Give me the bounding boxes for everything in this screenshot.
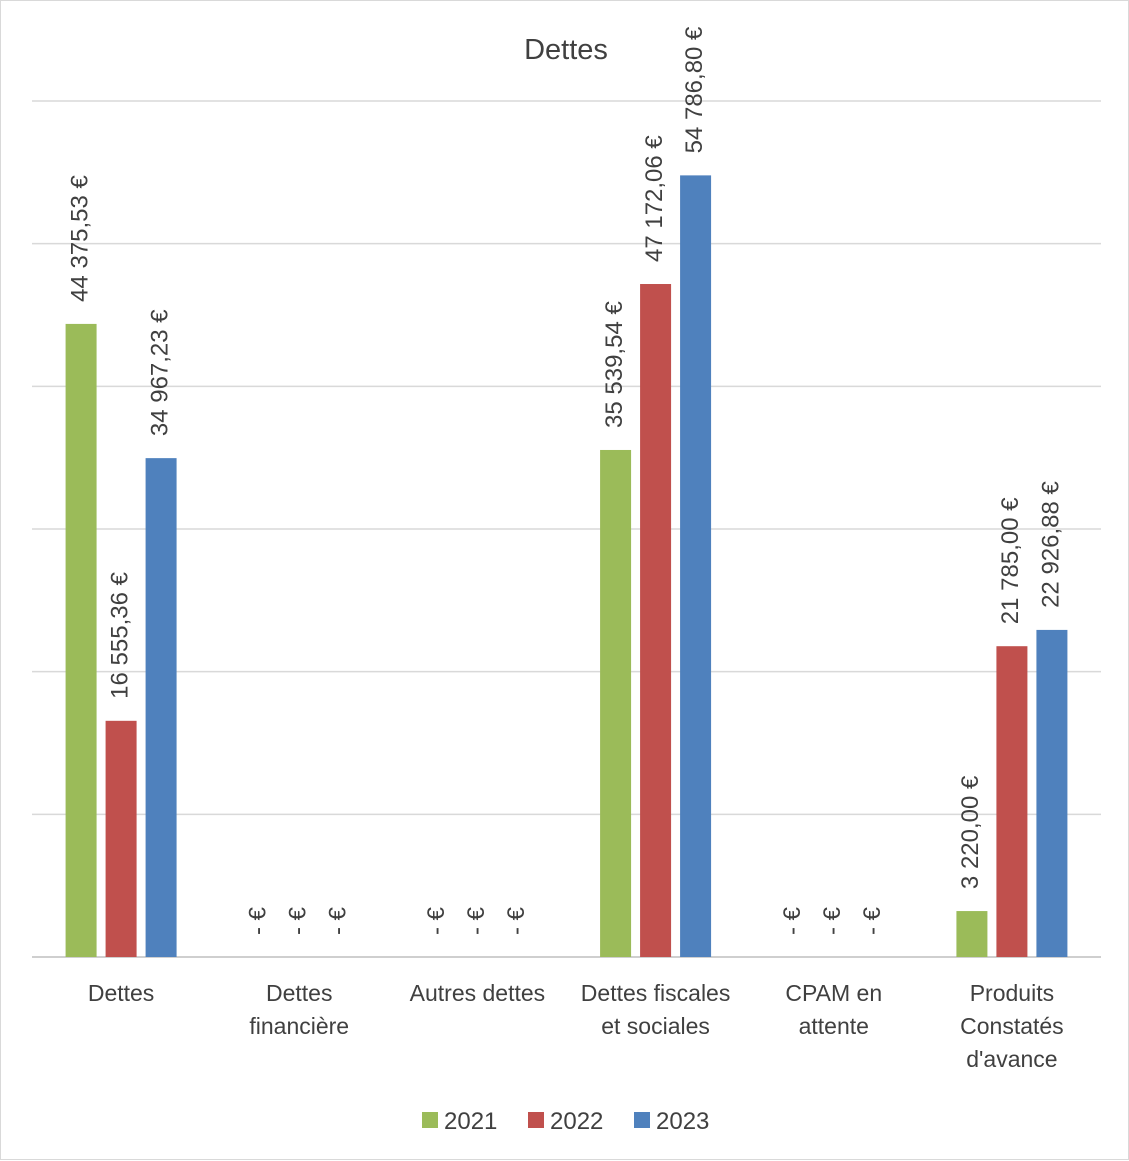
data-label-2022-4: 47 172,06 € [641,135,668,262]
bar-2021-4 [600,449,632,957]
legend-label-2021: 2021 [444,1108,497,1135]
data-label-2022-5: - € [819,906,846,935]
category-label-6: d'avance [966,1046,1057,1072]
legend-swatch-2022 [528,1112,544,1128]
category-label-2: Dettes [266,980,332,1006]
legend-swatch-2021 [422,1112,438,1128]
data-label-2021-5: - € [779,906,806,935]
category-label-2: financière [249,1013,349,1039]
data-label-2022-6: 21 785,00 € [997,497,1024,624]
data-label-2023-3: - € [503,906,530,935]
data-label-2022-2: - € [285,906,312,935]
data-label-2021-3: - € [423,906,450,935]
data-label-2023-1: 34 967,23 € [146,309,173,436]
bar-2023-6 [1036,629,1068,957]
category-label-3: Autres dettes [410,980,546,1006]
x-axis-labels: Dettes Dettes financière Autres dettes Dette… [88,980,1064,1072]
data-label-2021-2: - € [245,906,272,935]
data-label-2023-6: 22 926,88 € [1037,480,1064,607]
data-label-2023-5: - € [859,906,886,935]
chart-title: Dettes [524,34,608,66]
data-label-2021-6: 3 220,00 € [957,775,984,889]
data-label-2021-1: 44 375,53 € [66,174,93,301]
data-label-2022-3: - € [463,906,490,935]
legend: 2021 2022 2023 [422,1108,709,1135]
bar-2021-1 [65,323,97,957]
bar-2022-6 [996,646,1028,957]
category-label-4: Dettes fiscales [581,980,731,1006]
category-label-5: CPAM en [785,980,882,1006]
legend-label-2023: 2023 [656,1108,709,1135]
data-label-2022-1: 16 555,36 € [106,571,133,698]
bars [65,175,1068,957]
category-label-6: Constatés [960,1013,1064,1039]
bar-2023-4 [680,175,712,957]
data-label-2023-2: - € [325,906,352,935]
bar-2021-6 [956,911,988,957]
category-label-1: Dettes [88,980,154,1006]
bar-2022-1 [105,720,137,957]
category-label-4: et sociales [601,1013,710,1039]
category-label-5: attente [799,1013,869,1039]
category-label-6: Produits [970,980,1054,1006]
data-labels: 44 375,53 € - € - € 35 539,54 € - € 3 220,00 … [66,26,1064,935]
data-label-2021-4: 35 539,54 € [601,301,628,428]
legend-swatch-2023 [634,1112,650,1128]
gridlines [32,100,1101,958]
bar-2023-1 [145,458,177,957]
legend-label-2022: 2022 [550,1108,603,1135]
bar-2022-4 [640,284,672,957]
data-label-2023-4: 54 786,80 € [681,26,708,153]
